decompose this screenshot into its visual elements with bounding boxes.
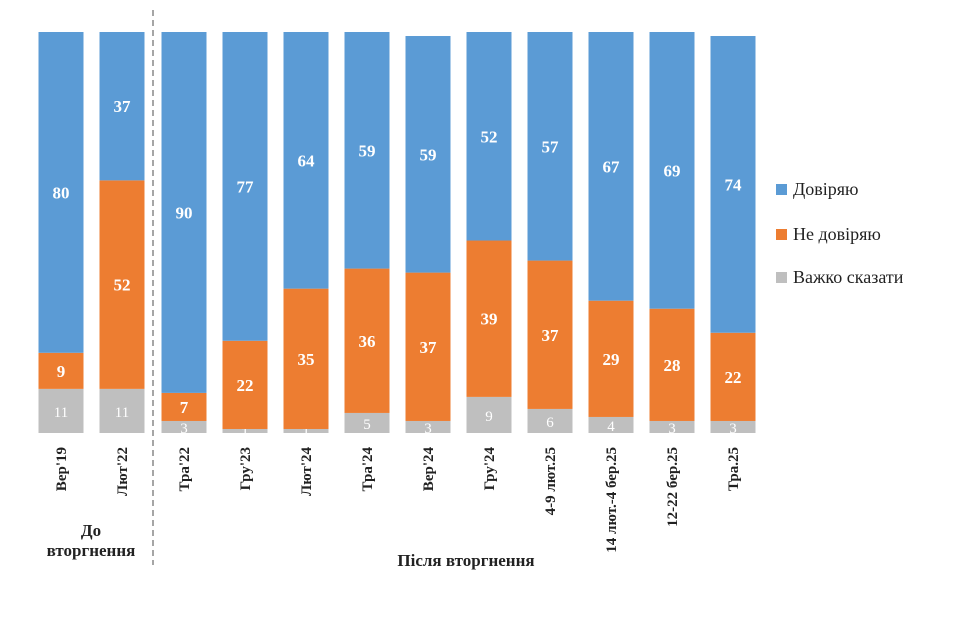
bar-segment [710, 332, 756, 421]
data-label: 29 [603, 350, 620, 369]
data-label: 28 [664, 356, 681, 375]
data-label: 11 [115, 405, 129, 421]
category-label: Гру'24 [482, 447, 498, 491]
bar-segment [405, 272, 451, 421]
data-label: 3 [729, 421, 737, 437]
data-label: 3 [424, 421, 432, 437]
group-label: Після вторгнення [397, 551, 534, 570]
category-label: Лют'22 [115, 447, 131, 496]
bar-segment [588, 300, 634, 417]
category-label: Гру'23 [238, 447, 254, 490]
bar-segment [405, 420, 451, 433]
bar-segment [161, 32, 207, 393]
data-label: 59 [420, 145, 437, 164]
category-label: Вер'24 [421, 447, 437, 492]
data-label: 35 [298, 350, 315, 369]
data-label: 52 [481, 127, 498, 146]
data-label: 22 [237, 376, 254, 395]
data-label: 37 [542, 326, 560, 345]
bar-segment [344, 412, 390, 433]
bar-segment [466, 240, 512, 397]
data-label: 74 [725, 175, 743, 194]
bar-segment [283, 32, 329, 289]
bar-segment [161, 392, 207, 421]
bar-segment [527, 32, 573, 261]
bar-segment [405, 36, 451, 273]
data-label: 4 [607, 419, 615, 435]
data-label: 37 [420, 338, 438, 357]
data-label: 67 [603, 157, 621, 176]
bar-segment [161, 420, 207, 433]
bar-segment [527, 408, 573, 433]
bar-segment [38, 32, 84, 353]
category-label: 14 лют.-4 бер.25 [604, 447, 620, 553]
data-label: 59 [359, 141, 376, 160]
data-label: 5 [363, 417, 371, 433]
data-label: 52 [114, 276, 131, 295]
category-label: 4-9 лют.25 [543, 447, 559, 515]
bar-segment [99, 388, 145, 433]
data-label: 11 [54, 405, 68, 421]
category-label: Тра.25 [726, 447, 742, 491]
category-label: 12-22 бер.25 [665, 447, 681, 527]
bar-segment [283, 428, 329, 433]
bar-segment [38, 352, 84, 389]
bar-segment [222, 428, 268, 433]
legend-swatch [776, 272, 787, 283]
data-label: 57 [542, 137, 560, 156]
legend-label: Довіряю [793, 179, 859, 199]
group-label: вторгнення [47, 541, 136, 560]
bar-segment [649, 308, 695, 421]
bar-segment [283, 288, 329, 429]
data-label: 3 [180, 421, 188, 437]
bar-segment [222, 340, 268, 429]
data-label: 36 [359, 332, 376, 351]
bar-segment [710, 420, 756, 433]
bar-segment [588, 32, 634, 301]
legend-label: Важко сказати [793, 267, 904, 287]
bar-segment [344, 268, 390, 413]
data-label: 3 [668, 421, 676, 437]
bar-segment [588, 416, 634, 433]
bar-segment [649, 420, 695, 433]
bar-segment [99, 180, 145, 389]
data-label: 9 [485, 409, 493, 425]
bar-segment [222, 32, 268, 341]
category-label: Вер'19 [54, 447, 70, 491]
legend-swatch [776, 184, 787, 195]
category-label: Тра'22 [177, 447, 193, 491]
data-label: 9 [57, 362, 66, 381]
legend-swatch [776, 229, 787, 240]
bar-segment [527, 260, 573, 409]
data-label: 6 [546, 415, 554, 431]
bar-segment [710, 36, 756, 333]
data-label: 7 [180, 398, 189, 417]
category-label: Лют'24 [299, 447, 315, 496]
bar-segment [649, 32, 695, 309]
data-label: 22 [725, 368, 742, 387]
bar-segment [344, 32, 390, 269]
bar-segment [38, 388, 84, 433]
data-label: 80 [53, 183, 70, 202]
data-label: 64 [298, 151, 316, 170]
data-label: 37 [114, 97, 132, 116]
legend-label: Не довіряю [793, 224, 881, 244]
data-label: 1 [241, 425, 249, 441]
data-label: 1 [302, 425, 310, 441]
data-label: 90 [176, 203, 193, 222]
data-label: 69 [664, 161, 681, 180]
group-label: До [81, 521, 101, 540]
data-label: 77 [237, 177, 255, 196]
data-label: 39 [481, 310, 498, 329]
bar-segment [466, 396, 512, 433]
bar-segment [466, 32, 512, 241]
category-label: Тра'24 [360, 447, 376, 492]
bar-segment [99, 32, 145, 181]
